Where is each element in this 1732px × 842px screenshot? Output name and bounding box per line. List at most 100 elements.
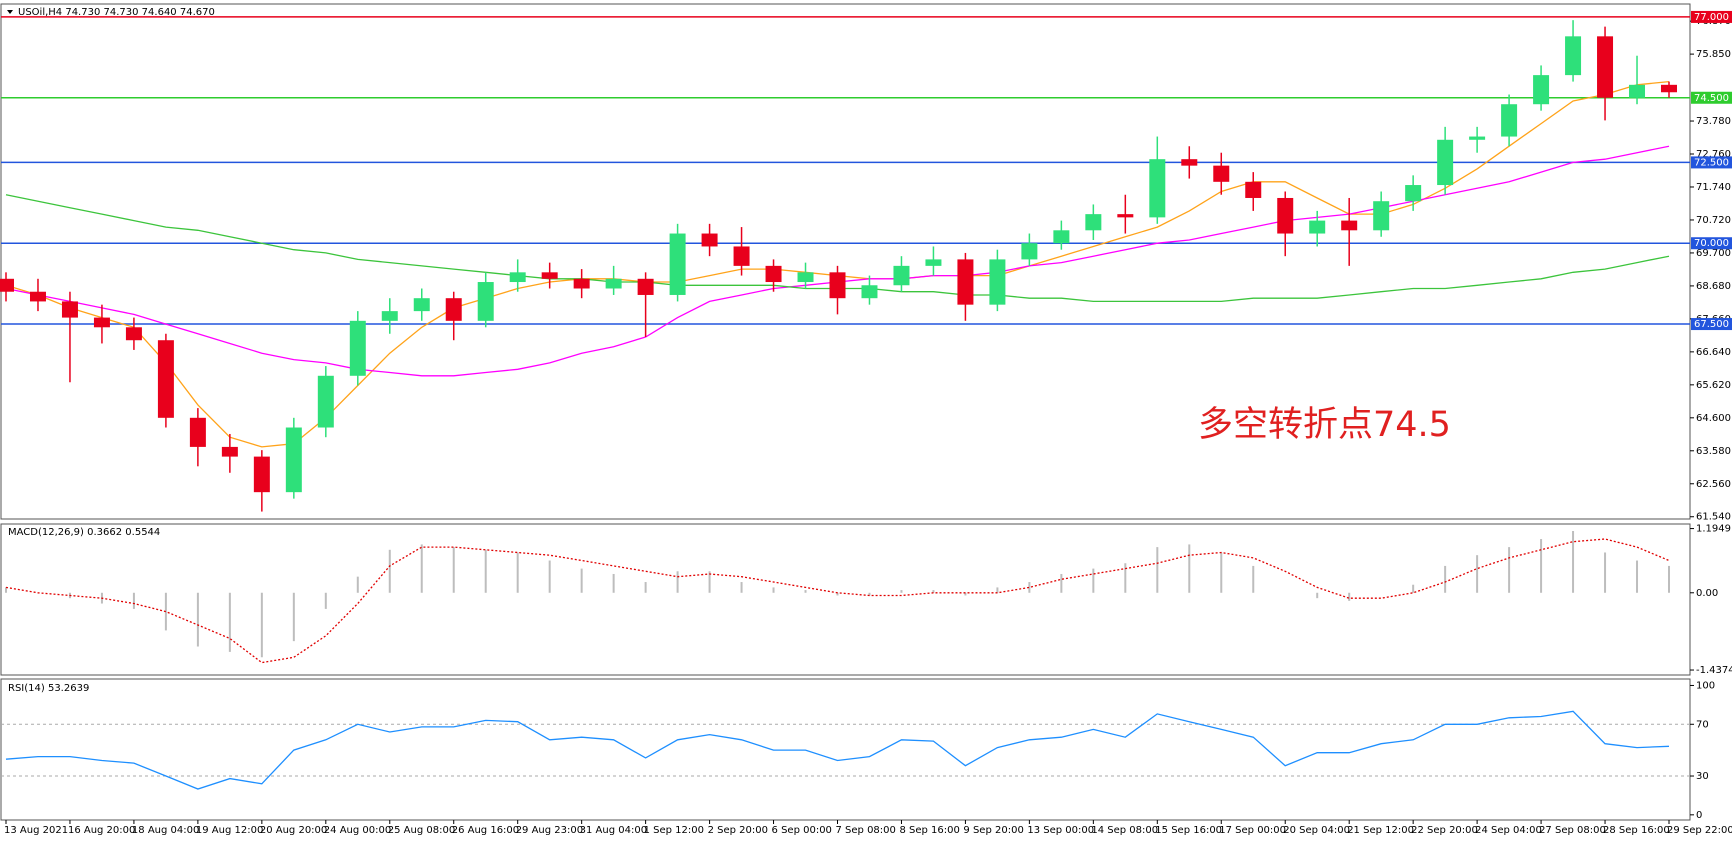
- candle-body: [61, 301, 78, 318]
- candle-body: [1309, 220, 1326, 234]
- candle-body: [541, 272, 558, 279]
- y-tick-label: 70: [1696, 719, 1709, 730]
- candle-body: [125, 327, 142, 341]
- candle-body: [1085, 214, 1102, 231]
- candle-body: [381, 311, 398, 321]
- annotation: 多空转折点74.5: [1198, 405, 1451, 445]
- candle-body: [1661, 84, 1677, 93]
- candle-body: [829, 272, 846, 299]
- x-tick-label: 13 Aug 2021: [4, 825, 68, 836]
- x-tick-label: 7 Sep 08:00: [836, 825, 896, 836]
- menu-arrow: [7, 10, 13, 14]
- candle-body: [0, 278, 14, 292]
- x-tick-label: 24 Sep 04:00: [1475, 825, 1542, 836]
- candle-body: [413, 298, 430, 312]
- candle-body: [1117, 214, 1134, 218]
- candle-body: [157, 340, 174, 418]
- level-tag: [1691, 156, 1732, 169]
- candle-body: [605, 278, 622, 289]
- x-tick-label: 27 Sep 08:00: [1539, 825, 1606, 836]
- panel-frame: [0, 3, 1691, 520]
- y-tick-label: 100: [1696, 680, 1715, 691]
- candle-body: [733, 246, 750, 266]
- x-tick-label: 9 Sep 20:00: [963, 825, 1023, 836]
- y-tick-label: 66.640: [1696, 347, 1731, 358]
- x-tick-label: 2 Sep 20:00: [708, 825, 768, 836]
- y-tick-label: -1.4374: [1696, 665, 1732, 676]
- signal-line: [5, 538, 1670, 664]
- candle-body: [1021, 243, 1038, 260]
- candle-body: [1437, 139, 1454, 186]
- candle-body: [1245, 181, 1262, 198]
- x-tick-label: 1 Sep 12:00: [644, 825, 704, 836]
- y-tick-label: 63.580: [1696, 446, 1731, 457]
- y-tick-label: 62.560: [1696, 479, 1731, 490]
- macd-title: MACD(12,26,9) 0.3662 0.5544: [8, 527, 160, 538]
- level-tag: [1691, 10, 1732, 23]
- candle-body: [989, 259, 1006, 305]
- x-tick-label: 8 Sep 16:00: [899, 825, 959, 836]
- candle-body: [445, 298, 462, 321]
- candle-body: [765, 265, 782, 283]
- level-label: 70.000: [1694, 238, 1729, 249]
- x-tick-label: 26 Aug 16:00: [452, 825, 519, 836]
- x-tick-label: 31 Aug 04:00: [580, 825, 647, 836]
- candle-body: [1629, 84, 1646, 98]
- candle-body: [93, 317, 110, 328]
- candle-body: [701, 233, 718, 247]
- y-tick-label: 68.680: [1696, 281, 1731, 292]
- x-tick-label: 15 Sep 16:00: [1155, 825, 1222, 836]
- x-tick-label: 29 Sep 22:00: [1667, 825, 1732, 836]
- y-tick-label: 64.600: [1696, 413, 1731, 424]
- x-tick-label: 24 Aug 00:00: [324, 825, 391, 836]
- rsi-title: RSI(14) 53.2639: [8, 683, 89, 694]
- candle-body: [1277, 197, 1294, 234]
- level-label: 72.500: [1694, 157, 1729, 168]
- x-tick-label: 19 Aug 12:00: [196, 825, 263, 836]
- candle-body: [1341, 220, 1358, 231]
- x-tick-label: 14 Sep 08:00: [1091, 825, 1158, 836]
- y-tick-label: 71.740: [1696, 182, 1731, 193]
- candle-body: [221, 446, 238, 457]
- panel-frame: [0, 678, 1691, 821]
- x-tick-label: 6 Sep 00:00: [772, 825, 832, 836]
- panel-frame: [0, 523, 1691, 676]
- candle-body: [893, 265, 910, 286]
- y-tick-label: 65.620: [1696, 380, 1731, 391]
- candle-body: [253, 456, 270, 493]
- y-tick-label: 0.00: [1696, 588, 1718, 599]
- candle-body: [1597, 36, 1614, 98]
- y-tick-label: 1.1949: [1696, 524, 1731, 535]
- candle-body: [1469, 136, 1486, 140]
- candle-body: [1501, 104, 1518, 137]
- candle-body: [669, 233, 686, 295]
- candle-body: [797, 272, 814, 283]
- level-tag: [1691, 237, 1732, 250]
- rsi-line: [5, 710, 1670, 790]
- y-tick-label: 73.780: [1696, 116, 1731, 127]
- candle-body: [1181, 159, 1198, 166]
- candle-body: [1373, 201, 1390, 231]
- x-tick-label: 22 Sep 20:00: [1411, 825, 1478, 836]
- level-tag: [1691, 91, 1732, 104]
- x-tick-label: 16 Aug 20:00: [68, 825, 135, 836]
- candle-body: [29, 291, 46, 302]
- candle-body: [957, 259, 974, 305]
- x-tick-label: 13 Sep 00:00: [1027, 825, 1094, 836]
- y-tick-label: 61.540: [1696, 512, 1731, 523]
- y-tick-label: 0: [1696, 810, 1702, 821]
- level-tag: [1691, 318, 1732, 331]
- candle-body: [1053, 230, 1070, 244]
- x-tick-label: 20 Sep 04:00: [1283, 825, 1350, 836]
- candle-body: [189, 417, 206, 447]
- candle-body: [1533, 75, 1550, 105]
- y-tick-label: 72.760: [1696, 149, 1731, 160]
- candle-body: [637, 278, 654, 295]
- candle-body: [477, 282, 494, 321]
- y-tick-label: 69.700: [1696, 248, 1731, 259]
- candle-body: [861, 285, 878, 299]
- x-tick-label: 20 Aug 20:00: [260, 825, 327, 836]
- x-tick-label: 25 Aug 08:00: [388, 825, 455, 836]
